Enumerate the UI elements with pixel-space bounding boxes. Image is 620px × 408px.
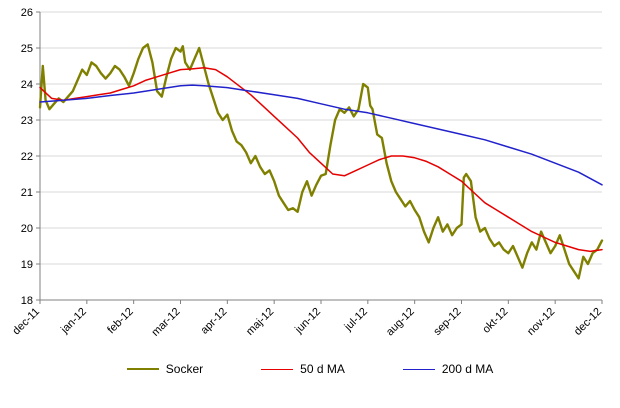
x-tick-label: dec-12 [572,306,604,338]
legend-label-200d-ma: 200 d MA [441,362,494,376]
y-tick-label: 24 [21,79,33,91]
x-tick-label: mar-12 [149,306,182,339]
series-line-socker [38,43,604,280]
legend-label-50d-ma: 50 d MA [300,362,345,376]
y-tick-label: 19 [21,259,33,271]
y-tick-label: 23 [21,115,33,127]
line-chart: 18 19 20 21 22 23 24 25 26 dec-11 jan-12 feb-12 mar-… [10,7,604,339]
legend-item-socker: Socker [126,362,204,376]
x-tick-label: maj-12 [244,306,276,338]
y-tick-label: 18 [21,295,33,307]
x-tick-label: dec-11 [10,306,42,338]
x-tick-label: jul-12 [342,306,370,334]
x-tick-label: aug-12 [384,306,417,339]
x-tick-label: apr-12 [198,306,229,337]
legend-item-200d-ma: 200 d MA [402,362,494,376]
y-tick-label: 26 [21,7,33,19]
x-tick-label: jan-12 [58,306,89,337]
socker-line-swatch [126,368,159,370]
series-line-50-d-ma [39,67,603,253]
series-line-200-d-ma [39,84,603,186]
x-tick-label: feb-12 [105,306,136,337]
legend-label-socker: Socker [165,362,204,376]
x-tick-label: okt-12 [480,306,510,336]
y-tick-label: 22 [21,151,33,163]
x-tick-label: jun-12 [292,306,323,337]
x-tick-label: nov-12 [525,306,557,338]
y-tick-label: 21 [21,187,33,199]
ma50-line-swatch [261,368,294,370]
y-tick-label: 20 [21,223,33,235]
y-tick-label: 25 [21,43,33,55]
legend-item-50d-ma: 50 d MA [261,362,345,376]
x-tick-label: sep-12 [431,306,463,338]
chart-legend: Socker 50 d MA 200 d MA [0,362,620,376]
ma200-line-swatch [402,368,435,370]
